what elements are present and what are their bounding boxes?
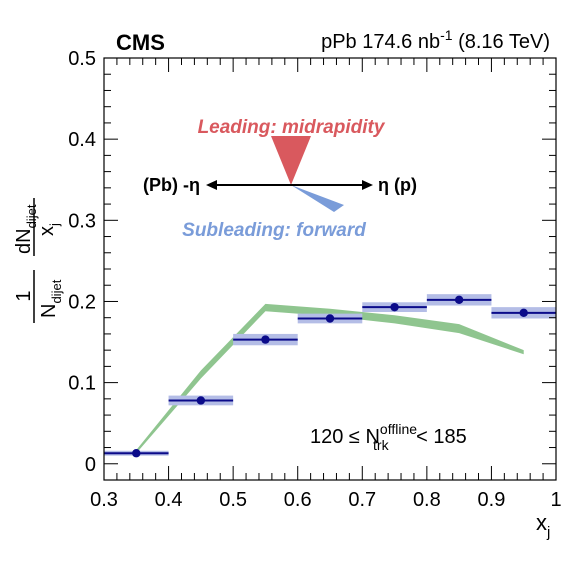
data-point xyxy=(196,396,206,405)
leading-jet-cone xyxy=(271,136,311,185)
eta-left-label: (Pb) -η xyxy=(143,175,200,195)
x-tick-label: 0.5 xyxy=(219,489,247,511)
y-axis-title: 1 Ndijet dNdijet xj xyxy=(13,198,64,323)
x-tick-label: 0.4 xyxy=(155,489,183,511)
data-point xyxy=(261,335,270,344)
axis-layer: 0.3 0.4 0.5 0.6 0.7 0.8 0.9 1 0 0.1 0.2 0.3 0.4 0.5 xyxy=(68,48,561,511)
y-tick-label: 0 xyxy=(85,454,96,476)
y-tick-label: 0.2 xyxy=(68,291,96,313)
data-point xyxy=(519,308,528,318)
subleading-jet-cone xyxy=(291,185,344,212)
x-tick-label: 0.9 xyxy=(478,489,506,511)
y-title-derivative-numerator: dNdijet xyxy=(13,204,39,254)
leading-label: Leading: midrapidity xyxy=(198,117,386,138)
eta-right-label: η (p) xyxy=(378,175,417,195)
multiplicity-selection-label: 120 ≤ Noffline trk < 185 xyxy=(310,421,467,453)
subleading-label: Subleading: forward xyxy=(182,220,366,241)
y-title-fraction-numerator: 1 xyxy=(13,290,35,301)
x-tick-label: 0.7 xyxy=(348,489,376,511)
luminosity-label: pPb 174.6 nb-1 (8.16 TeV) xyxy=(321,27,550,53)
eta-left-arrow-icon xyxy=(206,180,217,190)
data-point xyxy=(325,314,335,323)
x-tick-label: 0.8 xyxy=(413,489,441,511)
y-tick-label: 0.3 xyxy=(68,210,96,232)
eta-right-arrow-icon xyxy=(362,180,373,190)
experiment-label: CMS xyxy=(116,30,165,55)
y-title-derivative-denominator: xj xyxy=(36,223,62,236)
y-title-fraction-denominator: Ndijet xyxy=(38,279,64,318)
y-tick-label: 0.1 xyxy=(68,373,96,395)
x-tick-label: 0.6 xyxy=(284,489,312,511)
data-point-layer xyxy=(104,295,556,458)
x-tick-label: 1 xyxy=(550,489,561,511)
data-point xyxy=(454,295,464,305)
data-point xyxy=(390,302,399,312)
rapidity-inset: Leading: midrapidity (Pb) -η η (p) Suble… xyxy=(143,117,417,241)
data-point xyxy=(132,449,141,458)
x-axis-title: xj xyxy=(536,510,550,541)
y-tick-label: 0.4 xyxy=(68,129,96,151)
y-tick-label: 0.5 xyxy=(68,48,96,70)
x-tick-label: 0.3 xyxy=(90,489,118,511)
